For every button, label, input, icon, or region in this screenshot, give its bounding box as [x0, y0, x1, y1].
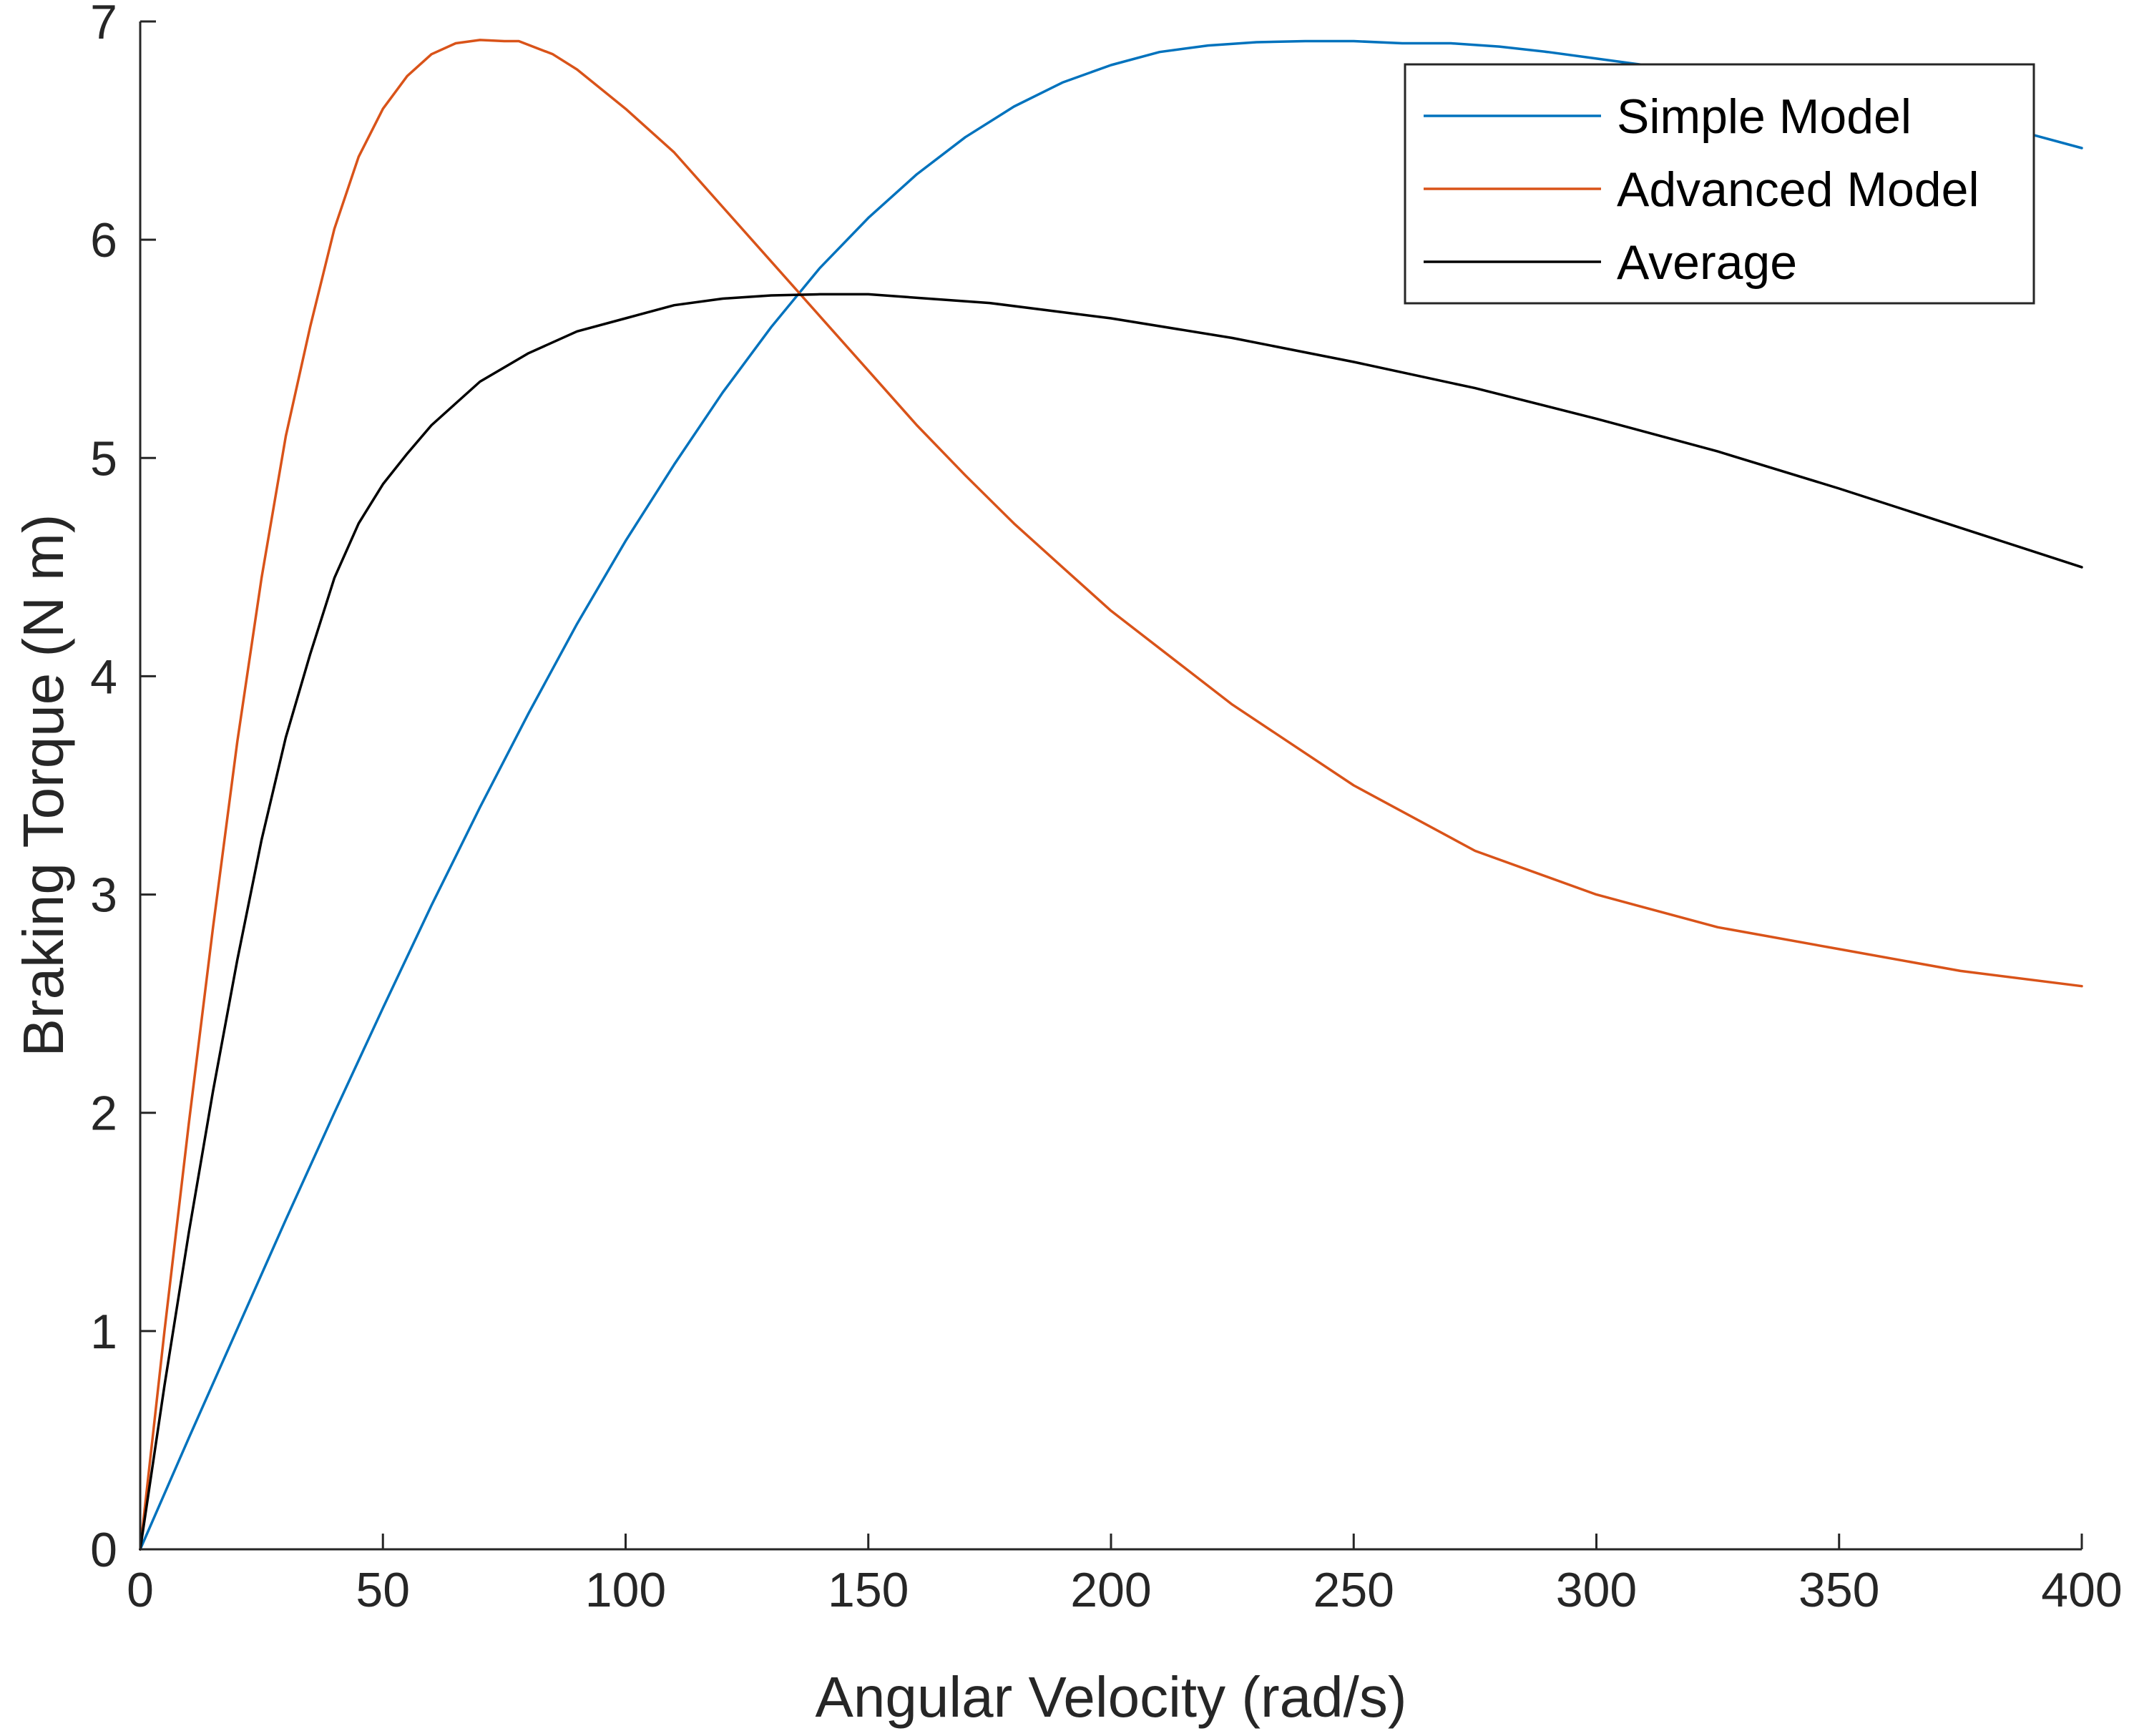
y-tick-label: 0: [90, 1523, 117, 1577]
x-tick-label: 300: [1556, 1563, 1637, 1617]
series-line-1: [139, 39, 2083, 1551]
x-tick-label: 100: [585, 1563, 666, 1617]
y-axis-title: Braking Torque (N m): [11, 514, 75, 1057]
series-line-2: [139, 293, 2083, 1551]
y-tick-label: 1: [90, 1305, 117, 1359]
x-tick-label: 250: [1313, 1563, 1394, 1617]
legend-label-0: Simple Model: [1617, 89, 1912, 144]
x-tick-label: 400: [2041, 1563, 2122, 1617]
x-tick-label: 0: [127, 1563, 154, 1617]
axes: [139, 20, 2083, 1551]
x-tick-label: 150: [828, 1563, 909, 1617]
legend-box: [1404, 63, 2035, 305]
tick-labels: 0 50 100 150 200 250 300 350 400 0 1 2 3 4 5 6 7: [90, 0, 2123, 1617]
x-axis-title: Angular Velocity (rad/s): [815, 1665, 1406, 1729]
y-tick-label: 3: [90, 868, 117, 923]
legend: Simple Model Advanced Model Average: [1404, 63, 2035, 305]
x-tick-label: 200: [1070, 1563, 1151, 1617]
y-tick-label: 5: [90, 431, 117, 486]
y-tick-label: 4: [90, 649, 117, 704]
legend-label-1: Advanced Model: [1617, 162, 1979, 217]
y-tick-label: 7: [90, 0, 117, 49]
x-tick-label: 350: [1798, 1563, 1879, 1617]
x-tick-label: 50: [356, 1563, 410, 1617]
y-tick-label: 6: [90, 213, 117, 268]
y-tick-label: 2: [90, 1087, 117, 1141]
legend-label-2: Average: [1617, 235, 1797, 290]
